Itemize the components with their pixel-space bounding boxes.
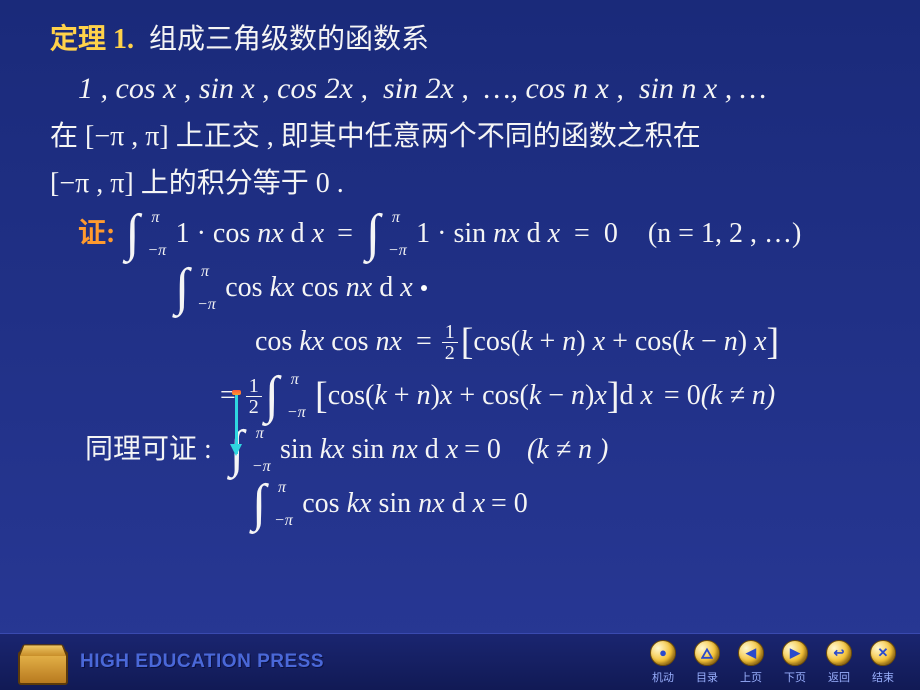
down-arrow-icon	[235, 394, 238, 454]
interval-2: [−π , π]	[50, 168, 134, 199]
eq4-cond: (k ≠ n)	[701, 374, 775, 419]
slide-content: 定理 1. 组成三角级数的函数系 1 , cos x , sin x , cos…	[0, 0, 920, 530]
next-icon: ▶	[782, 640, 808, 666]
integral-2: ∫π−π	[366, 211, 414, 258]
function-system: 1 , cos x , sin x , cos 2x , sin 2x , …,…	[78, 65, 885, 113]
home-icon	[694, 640, 720, 666]
dot-mark	[421, 285, 427, 291]
theorem-title: 组成三角级数的函数系	[149, 24, 429, 55]
interval-1: [−π , π]	[85, 121, 169, 152]
similarly-label: 同理可证 :	[85, 428, 212, 473]
integral-4: ∫π−π	[265, 373, 313, 420]
nav-end[interactable]: ✕ 结束	[870, 640, 896, 685]
proof-eq5: 同理可证 : ∫π−π sin kx sin nx d x = 0 (k ≠ n…	[85, 424, 885, 476]
nav-buttons: ● 机动 目录 ◀ 上页 ▶ 下页 ↩ 返回 ✕ 结束	[650, 640, 920, 685]
nav-next[interactable]: ▶ 下页	[782, 640, 808, 685]
integral-3: ∫π−π	[175, 265, 223, 312]
footer-bar: HIGH EDUCATION PRESS ● 机动 目录 ◀ 上页 ▶ 下页 ↩…	[0, 633, 920, 690]
proof-eq2: ∫π−π cos kx cos nx d x	[175, 262, 885, 314]
proof-eq4: = 12 ∫π−π [ cos(k + n)x + cos(k − n)x ] …	[220, 370, 885, 422]
eq5-cond: (k ≠ n )	[527, 428, 608, 473]
nav-contents[interactable]: 目录	[694, 640, 720, 685]
logo-icon	[14, 637, 70, 687]
proof-label: 证:	[78, 212, 115, 257]
return-icon: ↩	[826, 640, 852, 666]
proof-eq6: ∫π−π cos kx sin nx d x = 0	[252, 478, 885, 530]
proof-eq1: 证: ∫π−π 1 · cos nx d x = ∫π−π 1 · sin nx…	[78, 208, 885, 260]
dot-icon: ●	[650, 640, 676, 666]
frac-half-a: 12	[442, 322, 458, 363]
close-icon: ✕	[870, 640, 896, 666]
frac-half-b: 12	[246, 376, 262, 417]
nav-jidong[interactable]: ● 机动	[650, 640, 676, 685]
proof-identity: cos kx cos nx = 12 [ cos(k + n) x + cos(…	[255, 316, 885, 368]
eq1-cond: (n = 1, 2 , …)	[648, 212, 801, 257]
theorem-label: 定理 1.	[50, 24, 134, 55]
orthogonality-line-2: [−π , π] 上的积分等于 0 .	[50, 162, 885, 207]
prev-icon: ◀	[738, 640, 764, 666]
nav-prev[interactable]: ◀ 上页	[738, 640, 764, 685]
orthogonality-line-1: 在 [−π , π] 上正交 , 即其中任意两个不同的函数之积在	[50, 115, 885, 160]
theorem-title-row: 定理 1. 组成三角级数的函数系	[50, 18, 885, 63]
brand-text: HIGH EDUCATION PRESS	[80, 651, 324, 673]
integral-6: ∫π−π	[252, 481, 300, 528]
nav-return[interactable]: ↩ 返回	[826, 640, 852, 685]
integral-1: ∫π−π	[125, 211, 173, 258]
